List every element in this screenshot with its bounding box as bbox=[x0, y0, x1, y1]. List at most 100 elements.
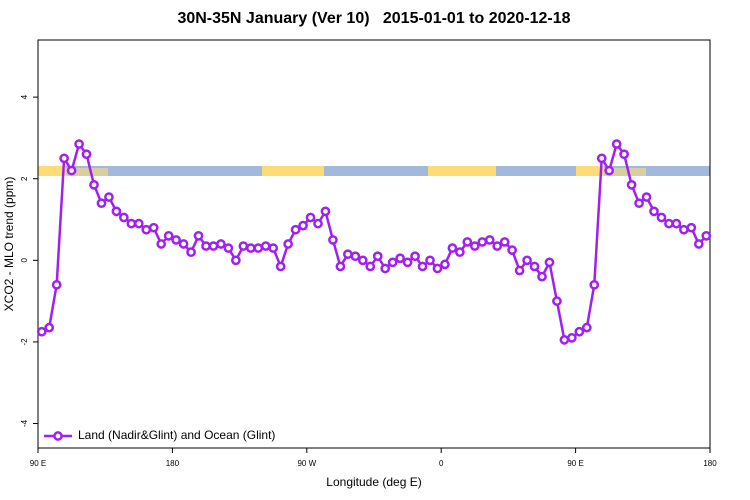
point bbox=[328, 235, 338, 245]
point bbox=[343, 249, 353, 260]
point bbox=[320, 206, 331, 217]
point bbox=[186, 247, 196, 258]
point bbox=[36, 326, 47, 337]
point bbox=[484, 235, 495, 245]
y-tick-label: -2 bbox=[20, 338, 29, 346]
x-axis-label: Longitude (deg E) bbox=[326, 475, 421, 489]
point bbox=[59, 153, 69, 164]
point bbox=[74, 139, 84, 149]
point bbox=[298, 220, 308, 231]
point bbox=[664, 218, 674, 229]
point bbox=[163, 230, 174, 241]
point bbox=[141, 224, 152, 235]
point bbox=[477, 237, 488, 247]
point bbox=[223, 243, 234, 253]
point bbox=[283, 239, 293, 249]
point bbox=[89, 179, 99, 190]
point bbox=[126, 218, 137, 229]
point bbox=[410, 251, 420, 262]
point bbox=[611, 139, 622, 149]
point bbox=[634, 198, 644, 209]
point bbox=[253, 243, 264, 253]
y-tick-label: 2 bbox=[20, 176, 29, 181]
point bbox=[507, 245, 517, 255]
point bbox=[596, 153, 607, 164]
point bbox=[201, 241, 211, 251]
point bbox=[305, 212, 316, 223]
point bbox=[81, 149, 92, 160]
point bbox=[619, 149, 629, 160]
point bbox=[462, 237, 473, 247]
point bbox=[260, 241, 271, 251]
point bbox=[44, 322, 55, 333]
point bbox=[559, 335, 570, 345]
point bbox=[455, 247, 465, 258]
point bbox=[432, 263, 443, 274]
x-tick-label: 180 bbox=[703, 459, 717, 468]
point bbox=[514, 265, 525, 276]
x-tick-label: 0 bbox=[439, 459, 444, 468]
point bbox=[656, 212, 667, 223]
point bbox=[365, 261, 376, 272]
legend-label: Land (Nadir&Glint) and Ocean (Glint) bbox=[78, 428, 275, 442]
ocean-band bbox=[38, 166, 710, 176]
point bbox=[335, 261, 346, 272]
point bbox=[686, 222, 697, 233]
point bbox=[380, 263, 391, 274]
chart-title: 30N-35N January (Ver 10) 2015-01-01 to 2… bbox=[177, 10, 570, 27]
point bbox=[701, 230, 712, 241]
land-ocean-strip bbox=[38, 166, 710, 176]
point bbox=[395, 253, 405, 264]
point bbox=[313, 218, 323, 229]
point bbox=[671, 218, 682, 229]
point bbox=[552, 296, 562, 306]
point bbox=[238, 241, 249, 251]
point bbox=[119, 212, 129, 223]
point bbox=[529, 261, 540, 272]
point bbox=[589, 279, 600, 290]
point bbox=[290, 224, 301, 235]
point bbox=[447, 243, 458, 253]
point bbox=[268, 243, 279, 253]
point bbox=[350, 251, 361, 262]
point bbox=[425, 255, 435, 266]
point bbox=[522, 255, 532, 266]
point bbox=[641, 192, 652, 202]
point bbox=[104, 192, 114, 202]
point bbox=[492, 241, 503, 251]
point bbox=[537, 271, 547, 282]
point bbox=[216, 239, 226, 249]
point bbox=[581, 322, 592, 333]
point bbox=[357, 255, 368, 266]
point bbox=[111, 206, 122, 217]
land-patch bbox=[262, 166, 324, 176]
point bbox=[66, 165, 77, 176]
point bbox=[679, 224, 689, 235]
point bbox=[133, 218, 144, 229]
y-tick-label: -4 bbox=[20, 419, 29, 427]
land-patch bbox=[604, 168, 646, 176]
point bbox=[231, 255, 241, 266]
point bbox=[402, 257, 413, 268]
point bbox=[171, 235, 181, 245]
y-tick-label: 4 bbox=[20, 94, 29, 99]
x-tick-label: 180 bbox=[166, 459, 180, 468]
y-axis-label: XCO2 - MLO trend (ppm) bbox=[2, 177, 16, 312]
y-tick-label: 0 bbox=[20, 258, 29, 263]
point bbox=[148, 222, 159, 233]
point bbox=[626, 179, 637, 190]
point bbox=[567, 332, 577, 343]
x-tick-label: 90 E bbox=[567, 459, 583, 468]
point bbox=[387, 257, 398, 268]
point bbox=[693, 239, 704, 249]
point bbox=[178, 239, 189, 249]
x-tick-label: 90 W bbox=[297, 459, 316, 468]
point bbox=[275, 261, 286, 272]
point bbox=[604, 165, 615, 176]
point bbox=[469, 241, 480, 251]
point bbox=[574, 326, 585, 337]
plot-frame bbox=[37, 39, 711, 449]
point bbox=[417, 261, 428, 272]
point bbox=[193, 230, 204, 241]
